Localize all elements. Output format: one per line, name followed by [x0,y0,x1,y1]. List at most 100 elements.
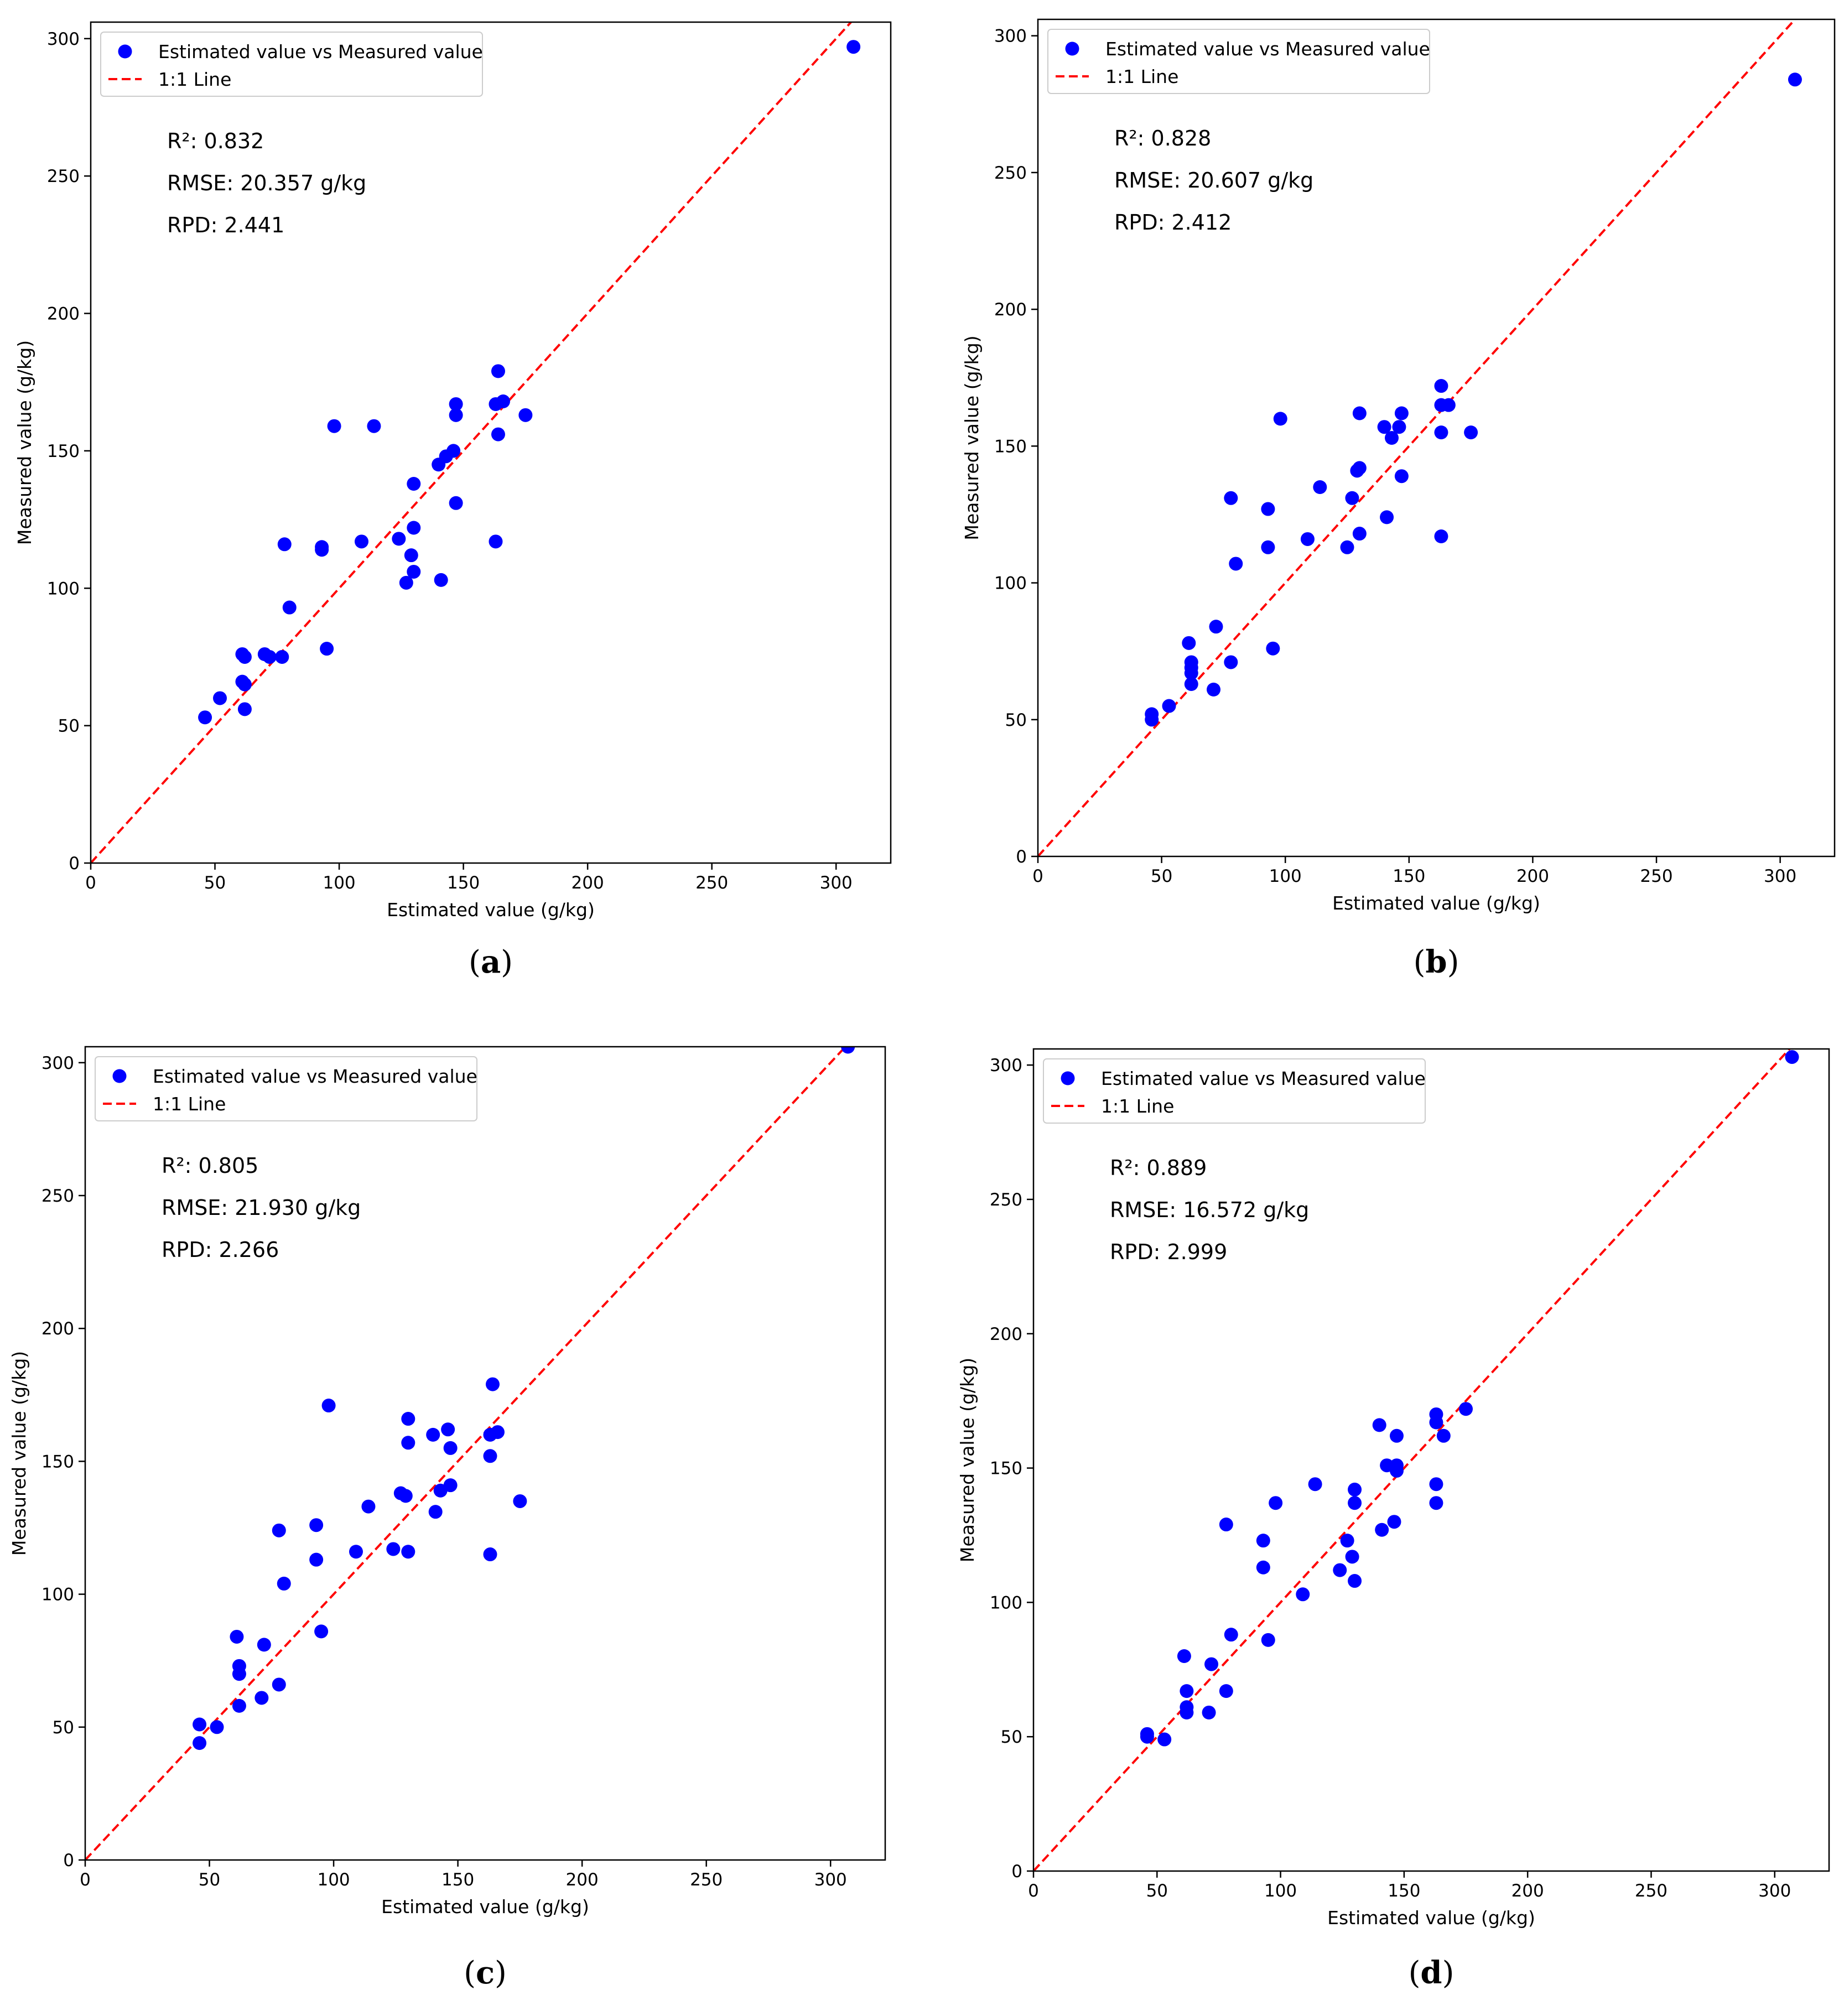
data-point [1177,1649,1191,1664]
x-axis-label: Estimated value (g/kg) [1332,892,1540,914]
data-point [309,1552,324,1567]
x-tick-label: 0 [1032,866,1043,886]
data-point [282,600,297,615]
data-point [449,397,463,411]
data-point [1345,1550,1359,1564]
x-tick-label: 300 [1764,866,1796,886]
legend-label-points: Estimated value vs Measured value [1101,1068,1426,1089]
panels-layer: 0 50 100 150 200 250 300 0 50 100 150 200 250 300 Esti… [8,18,1836,1991]
data-point [407,564,421,579]
data-point [257,1638,271,1652]
data-point [1352,527,1367,541]
data-point [1140,1729,1154,1744]
legend-marker-points [1061,1071,1075,1085]
data-point [1348,1482,1362,1497]
metric-annotation: RMSE: 16.572 g/kg [1110,1198,1309,1222]
metric-annotation: R²: 0.889 [1110,1156,1207,1180]
data-point [1392,420,1406,434]
data-point [1352,406,1367,420]
panel-label: (b) [1414,944,1459,980]
data-point [1380,510,1394,524]
data-point [841,1047,855,1054]
data-point [386,1542,401,1556]
data-point [1348,1574,1362,1588]
x-tick-label: 50 [1146,1881,1168,1901]
y-axis-label: Measured value (g/kg) [961,335,983,540]
data-point [1184,666,1198,680]
y-tick-label: 250 [41,1186,74,1206]
data-point [1434,529,1448,543]
data-point [1429,1477,1443,1492]
legend-label-points: Estimated value vs Measured value [1105,38,1430,60]
data-point [1207,682,1221,697]
data-point [1377,420,1391,434]
data-point [1375,1523,1389,1537]
data-point [1261,540,1275,554]
scatter-points [1145,72,1802,727]
x-tick-label: 100 [323,873,355,893]
one-to-one-line [91,22,853,863]
data-point [1385,431,1399,445]
panel-label-open: ( [469,944,481,980]
data-point [1261,502,1275,516]
x-tick-label: 300 [820,873,853,893]
data-point [309,1518,324,1532]
data-point [1204,1657,1219,1671]
data-point [320,642,334,656]
data-point [404,548,418,563]
data-point [449,496,463,510]
data-point [1180,1705,1194,1719]
data-point [237,650,252,664]
data-point [483,1449,497,1463]
panel-label-close: ) [1442,1955,1455,1991]
panel-label-letter: a [481,944,501,980]
x-axis-label: Estimated value (g/kg) [387,899,595,921]
panel-label-close: ) [501,944,513,980]
legend-label-line: 1:1 Line [158,69,231,90]
data-point [1182,636,1196,650]
data-point [434,573,448,587]
y-tick-label: 50 [1001,1727,1022,1747]
y-tick-label: 200 [990,1324,1022,1344]
data-point [1209,620,1223,634]
data-point [1434,425,1448,440]
data-point [443,1478,458,1493]
data-point [232,1698,246,1713]
x-tick-label: 150 [447,873,480,893]
data-point [401,1436,415,1450]
y-tick-label: 0 [1011,1862,1022,1882]
x-tick-label: 250 [695,873,728,893]
data-point [1219,1518,1233,1532]
data-point [1219,1684,1233,1698]
axes-frame [1032,1048,1830,1872]
data-point [518,408,533,422]
x-tick-label: 250 [1635,1881,1668,1901]
legend-label-line: 1:1 Line [1105,66,1178,87]
y-tick-label: 150 [994,437,1027,456]
panel-label-close: ) [495,1955,507,1991]
data-point [193,1736,207,1750]
data-point [428,1505,443,1519]
legend: Estimated value vs Measured value 1:1 Lin… [1047,29,1430,94]
panel-label: (a) [469,944,513,980]
y-tick-label: 100 [47,579,80,599]
y-tick-label: 200 [47,304,80,324]
data-point [398,1489,413,1503]
data-point [1394,406,1409,420]
legend-box [1043,1058,1426,1124]
data-point [399,575,413,590]
one-to-one-line [85,1047,847,1860]
y-tick-label: 150 [41,1452,74,1472]
legend-label-line: 1:1 Line [153,1093,226,1115]
x-tick-label: 300 [814,1870,847,1890]
data-point [1261,1633,1275,1647]
y-axis-label: Measured value (g/kg) [14,340,35,545]
chart-panel: 0 50 100 150 200 250 300 0 50 100 150 200 250 300 Esti… [957,1048,1830,1991]
data-point [449,408,463,422]
data-point [392,532,406,546]
y-tick-label: 250 [994,163,1027,183]
data-point [1229,557,1243,571]
data-point [1352,461,1367,475]
